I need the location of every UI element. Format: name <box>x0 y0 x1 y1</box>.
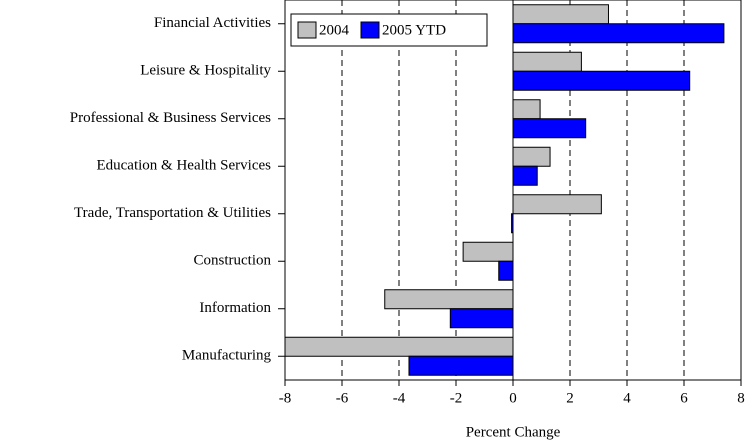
x-tick-label: 8 <box>737 390 745 406</box>
x-tick-label: -8 <box>279 390 292 406</box>
bar <box>512 99 541 120</box>
x-tick-label: -2 <box>450 390 463 406</box>
y-tick-label: Information <box>199 300 271 316</box>
y-tick-label: Manufacturing <box>182 348 272 364</box>
legend: 2004 2005 YTD <box>290 13 488 47</box>
y-tick-label: Trade, Transportation & Utilities <box>74 205 271 221</box>
bar <box>498 260 514 281</box>
y-tick-label: Construction <box>194 253 272 269</box>
bar <box>512 118 587 139</box>
legend-label: 2004 <box>319 22 350 38</box>
bar <box>384 289 514 310</box>
legend-label: 2005 YTD <box>382 22 446 38</box>
x-tick-label: 4 <box>623 390 631 406</box>
legend-box <box>290 13 488 47</box>
bar <box>512 23 725 44</box>
x-tick-label: 0 <box>509 390 517 406</box>
x-tick-label: 6 <box>680 390 688 406</box>
x-tick-label: -4 <box>393 390 406 406</box>
y-tick-label: Education & Health Services <box>96 158 271 174</box>
y-tick-label: Leisure & Hospitality <box>140 63 271 79</box>
x-tick-label: -6 <box>336 390 349 406</box>
x-axis-title: Percent Change <box>466 424 561 440</box>
bar <box>284 336 514 357</box>
legend-swatch <box>297 21 317 39</box>
bar <box>449 308 514 329</box>
y-tick-label: Financial Activities <box>154 15 271 31</box>
bar <box>512 51 582 72</box>
bar <box>512 70 691 91</box>
plot-frame <box>284 0 742 381</box>
bar <box>462 241 514 262</box>
bar <box>512 146 551 167</box>
bar <box>512 194 602 215</box>
x-tick-label: 2 <box>566 390 574 406</box>
legend-swatch <box>360 21 380 39</box>
bar <box>512 4 609 25</box>
y-tick-label: Professional & Business Services <box>70 110 271 126</box>
bar <box>512 165 538 186</box>
bar <box>408 355 514 376</box>
